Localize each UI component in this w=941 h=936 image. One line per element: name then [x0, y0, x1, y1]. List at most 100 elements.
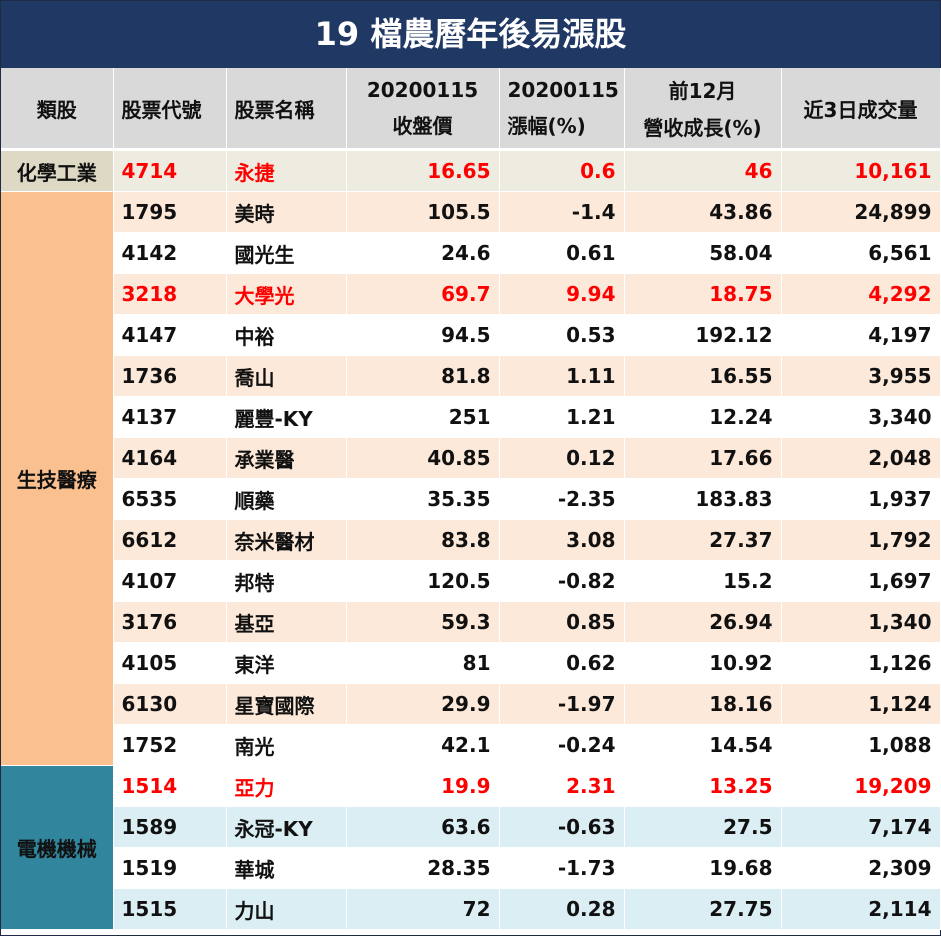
change-percent: 2.31 [499, 765, 625, 807]
stock-code: 6130 [113, 683, 227, 725]
volume-3day: 1,088 [781, 724, 941, 766]
stock-code: 3218 [113, 273, 227, 315]
revenue-growth: 15.2 [624, 560, 782, 602]
stock-name: 星寶國際 [226, 683, 347, 725]
volume-3day: 4,197 [781, 314, 941, 356]
close-price: 42.1 [346, 724, 500, 766]
stock-code: 4147 [113, 314, 227, 356]
revenue-growth: 26.94 [624, 601, 782, 643]
table-row: 4164 承業醫 40.85 0.12 17.66 2,048 [1, 437, 941, 479]
close-price: 28.35 [346, 847, 500, 889]
table-row: 4142 國光生 24.6 0.61 58.04 6,561 [1, 232, 941, 274]
table-row: 1752 南光 42.1 -0.24 14.54 1,088 [1, 724, 941, 766]
volume-3day: 7,174 [781, 806, 941, 848]
close-price: 83.8 [346, 519, 500, 561]
table-row: 4105 東洋 81 0.62 10.92 1,126 [1, 642, 941, 684]
stock-name: 喬山 [226, 355, 347, 397]
close-price: 72 [346, 888, 500, 930]
revenue-growth: 16.55 [624, 355, 782, 397]
table-row: 6612 奈米醫材 83.8 3.08 27.37 1,792 [1, 519, 941, 561]
revenue-growth: 27.5 [624, 806, 782, 848]
stock-code: 1515 [113, 888, 227, 930]
stock-code: 1752 [113, 724, 227, 766]
category-cell: 化學工業 [1, 149, 114, 192]
revenue-growth: 17.66 [624, 437, 782, 479]
stock-name: 南光 [226, 724, 347, 766]
stock-name: 順藥 [226, 478, 347, 520]
table-row: 4137 麗豐-KY 251 1.21 12.24 3,340 [1, 396, 941, 438]
stock-code: 4137 [113, 396, 227, 438]
change-percent: 0.28 [499, 888, 625, 930]
revenue-growth: 58.04 [624, 232, 782, 274]
volume-3day: 2,048 [781, 437, 941, 479]
change-percent: -0.24 [499, 724, 625, 766]
change-percent: 0.85 [499, 601, 625, 643]
change-percent: -0.82 [499, 560, 625, 602]
close-price: 69.7 [346, 273, 500, 315]
header-change-date: 20200115 [507, 77, 619, 102]
volume-3day: 24,899 [781, 191, 941, 233]
table-row: 4147 中裕 94.5 0.53 192.12 4,197 [1, 314, 941, 356]
table-row: 3218 大學光 69.7 9.94 18.75 4,292 [1, 273, 941, 315]
close-price: 35.35 [346, 478, 500, 520]
header-code: 股票代號 [113, 68, 227, 151]
revenue-growth: 18.75 [624, 273, 782, 315]
change-percent: 1.21 [499, 396, 625, 438]
stock-code: 4714 [113, 149, 227, 192]
close-price: 120.5 [346, 560, 500, 602]
change-percent: -1.97 [499, 683, 625, 725]
close-price: 63.6 [346, 806, 500, 848]
close-price: 81.8 [346, 355, 500, 397]
volume-3day: 3,340 [781, 396, 941, 438]
volume-3day: 2,309 [781, 847, 941, 889]
stock-name: 中裕 [226, 314, 347, 356]
change-percent: -1.4 [499, 191, 625, 233]
revenue-growth: 192.12 [624, 314, 782, 356]
volume-3day: 10,161 [781, 149, 941, 192]
stock-code: 1519 [113, 847, 227, 889]
table-row: 化學工業 4714 永捷 16.65 0.6 46 10,161 [1, 149, 941, 192]
table-row: 1515 力山 72 0.28 27.75 2,114 [1, 888, 941, 930]
table-row: 1589 永冠-KY 63.6 -0.63 27.5 7,174 [1, 806, 941, 848]
category-cell: 電機機械 [1, 765, 114, 930]
volume-3day: 1,697 [781, 560, 941, 602]
volume-3day: 19,209 [781, 765, 941, 807]
stock-code: 6535 [113, 478, 227, 520]
header-revenue-line2: 營收成長(%) [643, 116, 762, 140]
volume-3day: 6,561 [781, 232, 941, 274]
stock-name: 承業醫 [226, 437, 347, 479]
header-change-label: 漲幅(%) [507, 113, 586, 138]
close-price: 29.9 [346, 683, 500, 725]
table-row: 6130 星寶國際 29.9 -1.97 18.16 1,124 [1, 683, 941, 725]
revenue-growth: 14.54 [624, 724, 782, 766]
stock-name: 大學光 [226, 273, 347, 315]
volume-3day: 1,937 [781, 478, 941, 520]
stock-code: 3176 [113, 601, 227, 643]
table-row: 1736 喬山 81.8 1.11 16.55 3,955 [1, 355, 941, 397]
stock-table: 類股 股票代號 股票名稱 20200115 收盤價 20200115 漲幅(%)… [1, 68, 941, 930]
close-price: 105.5 [346, 191, 500, 233]
header-name: 股票名稱 [226, 68, 347, 151]
change-percent: 0.53 [499, 314, 625, 356]
page-title: 19 檔農曆年後易漲股 [1, 1, 940, 68]
stock-code: 1589 [113, 806, 227, 848]
stock-name: 亞力 [226, 765, 347, 807]
change-percent: 0.6 [499, 149, 625, 192]
close-price: 251 [346, 396, 500, 438]
close-price: 94.5 [346, 314, 500, 356]
change-percent: 9.94 [499, 273, 625, 315]
volume-3day: 4,292 [781, 273, 941, 315]
table-row: 3176 基亞 59.3 0.85 26.94 1,340 [1, 601, 941, 643]
close-price: 19.9 [346, 765, 500, 807]
revenue-growth: 10.92 [624, 642, 782, 684]
change-percent: 0.12 [499, 437, 625, 479]
stock-code: 4105 [113, 642, 227, 684]
change-percent: 0.61 [499, 232, 625, 274]
close-price: 16.65 [346, 149, 500, 192]
change-percent: -2.35 [499, 478, 625, 520]
stock-code: 4164 [113, 437, 227, 479]
revenue-growth: 12.24 [624, 396, 782, 438]
stock-name: 邦特 [226, 560, 347, 602]
change-percent: -0.63 [499, 806, 625, 848]
